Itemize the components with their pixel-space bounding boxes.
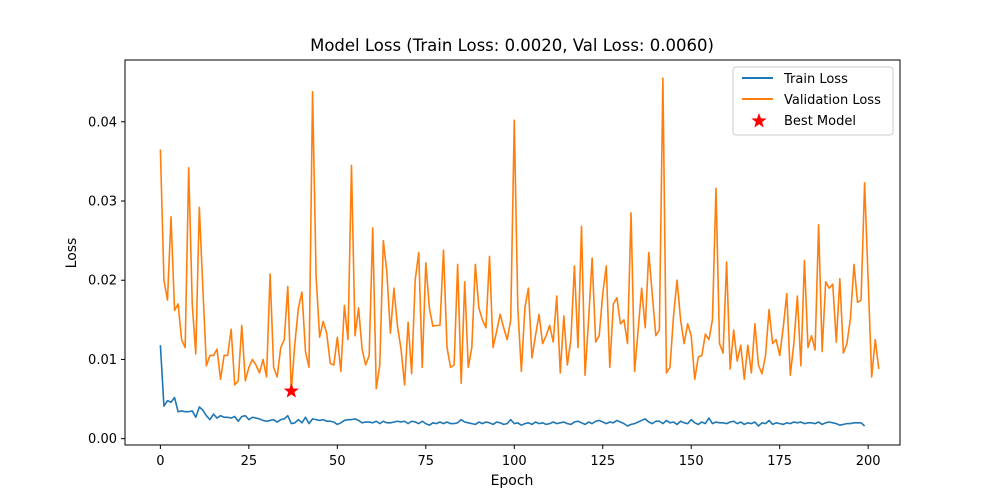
best-model-marker-star-icon bbox=[283, 383, 299, 398]
x-tick-label: 75 bbox=[418, 454, 435, 469]
y-tick-label: 0.01 bbox=[88, 353, 117, 368]
series-line-train-loss bbox=[159, 345, 866, 427]
y-axis: 0.00 0.01 0.02 0.03 0.04 bbox=[88, 115, 125, 447]
legend-label-best-model: Best Model bbox=[784, 114, 856, 129]
y-tick-label: 0.04 bbox=[88, 115, 117, 130]
legend: Train Loss Validation Loss Best Model bbox=[732, 66, 894, 136]
x-tick-label: 25 bbox=[241, 454, 258, 469]
y-tick-label: 0.00 bbox=[88, 432, 117, 447]
x-tick-label: 0 bbox=[156, 454, 164, 469]
x-tick-label: 50 bbox=[329, 454, 346, 469]
y-tick-label: 0.03 bbox=[88, 195, 117, 210]
legend-box bbox=[732, 66, 894, 136]
legend-label-train-loss: Train Loss bbox=[783, 72, 848, 87]
plot-frame bbox=[124, 59, 901, 446]
x-tick-label: 175 bbox=[767, 454, 792, 469]
x-axis-label: Epoch bbox=[491, 473, 534, 489]
legend-label-validation-loss: Validation Loss bbox=[784, 93, 881, 108]
y-tick-label: 0.02 bbox=[88, 274, 117, 289]
plot-area bbox=[159, 77, 880, 427]
series-line-validation-loss bbox=[159, 77, 880, 392]
x-tick-label: 125 bbox=[590, 454, 615, 469]
x-tick-label: 100 bbox=[502, 454, 527, 469]
x-tick-label: 200 bbox=[856, 454, 881, 469]
x-tick-label: 150 bbox=[679, 454, 704, 469]
legend-swatch-best-model-star-icon bbox=[751, 113, 767, 128]
y-axis-label: Loss bbox=[64, 238, 80, 269]
x-axis: 0 25 50 75 100 125 150 175 200 bbox=[156, 445, 881, 469]
chart-title: Model Loss (Train Loss: 0.0020, Val Loss… bbox=[310, 36, 714, 55]
